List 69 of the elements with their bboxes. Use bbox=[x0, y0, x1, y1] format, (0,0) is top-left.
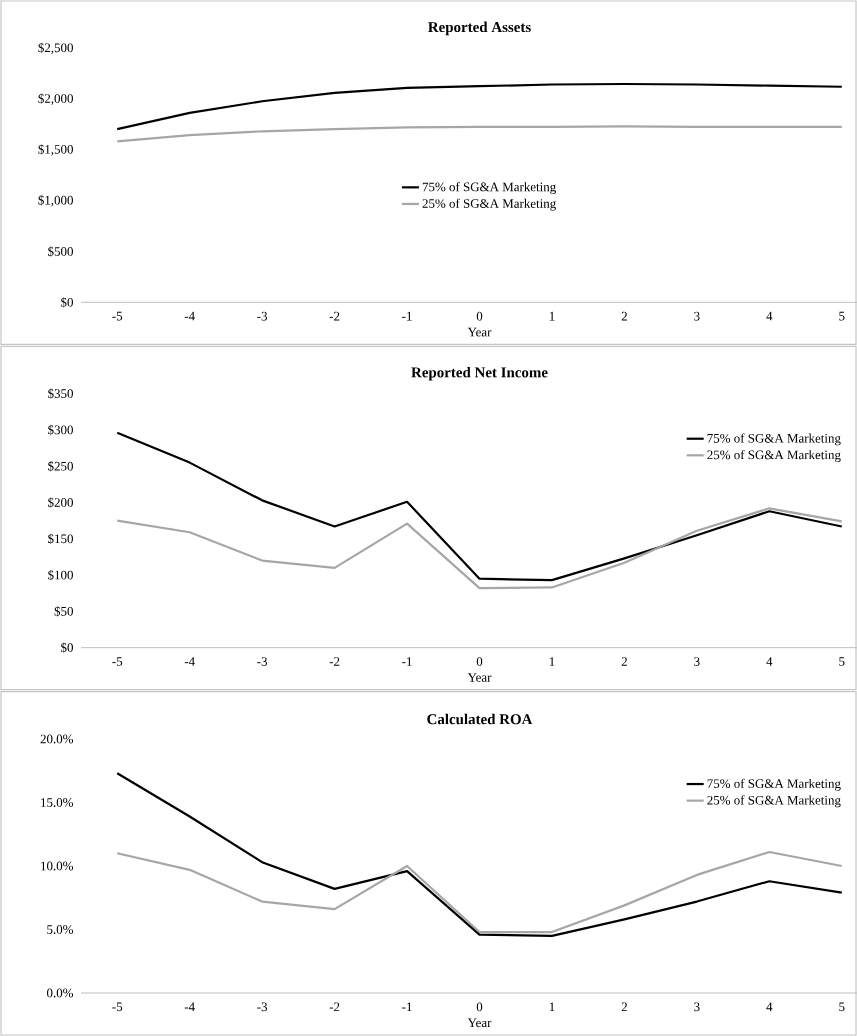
x-tick-label: 2 bbox=[621, 657, 627, 666]
y-tick-label: $1,500 bbox=[38, 144, 73, 156]
x-tick-label: 1 bbox=[549, 311, 555, 321]
x-tick-label: -1 bbox=[402, 311, 412, 321]
x-tick-label: -4 bbox=[184, 1002, 195, 1012]
y-tick-label: $1,000 bbox=[38, 195, 73, 207]
y-tick-label: 0.0% bbox=[47, 988, 74, 998]
x-tick-label: 3 bbox=[694, 1002, 700, 1012]
x-tick-label: 4 bbox=[766, 657, 773, 666]
y-tick-label: $250 bbox=[48, 461, 73, 472]
legend-label: 25% of SG&A Marketing bbox=[707, 450, 841, 462]
x-tick-label: 2 bbox=[621, 311, 627, 321]
x-axis-title: Year bbox=[467, 327, 492, 337]
x-tick-label: -5 bbox=[112, 311, 123, 321]
x-tick-label: -2 bbox=[329, 657, 340, 666]
y-tick-label: 10.0% bbox=[41, 861, 74, 871]
x-tick-label: -2 bbox=[329, 311, 340, 321]
x-tick-label: 5 bbox=[839, 657, 845, 666]
y-tick-label: 15.0% bbox=[41, 798, 74, 807]
y-tick-label: $350 bbox=[48, 388, 73, 399]
y-tick-label: $0 bbox=[61, 642, 73, 653]
x-tick-label: -5 bbox=[112, 1002, 123, 1012]
x-tick-label: 3 bbox=[694, 657, 700, 666]
x-tick-label: 4 bbox=[766, 1002, 773, 1012]
line-series bbox=[116, 772, 843, 937]
legend-label: 75% of SG&A Marketing bbox=[422, 182, 556, 194]
chart-title: Calculated ROA bbox=[427, 713, 533, 725]
y-tick-label: $0 bbox=[61, 297, 73, 308]
y-tick-label: 5.0% bbox=[47, 925, 74, 934]
chart-title: Reported Assets bbox=[428, 21, 531, 36]
y-tick-label: 20.0% bbox=[40, 734, 74, 744]
x-axis-title: Year bbox=[467, 1018, 492, 1028]
y-tick-label: $100 bbox=[48, 569, 73, 581]
x-tick-label: -3 bbox=[257, 311, 268, 321]
y-tick-label: $500 bbox=[48, 246, 73, 257]
x-tick-label: 1 bbox=[549, 1002, 555, 1012]
x-tick-label: -3 bbox=[257, 657, 268, 666]
x-tick-label: -1 bbox=[402, 657, 412, 666]
x-tick-label: 5 bbox=[839, 311, 845, 321]
legend-label: 25% of SG&A Marketing bbox=[707, 795, 841, 808]
x-tick-label: 1 bbox=[549, 657, 555, 666]
line-series bbox=[116, 82, 843, 131]
x-tick-label: 0 bbox=[476, 1002, 483, 1012]
y-tick-label: $2,500 bbox=[38, 42, 73, 55]
x-tick-label: 4 bbox=[766, 311, 773, 321]
chart-title: Reported Net Income bbox=[411, 366, 548, 381]
y-tick-label: $50 bbox=[54, 606, 73, 617]
y-tick-label: $150 bbox=[48, 533, 73, 544]
legend-label: 25% of SG&A Marketing bbox=[422, 198, 556, 211]
x-tick-label: 0 bbox=[476, 657, 483, 666]
line-series bbox=[116, 507, 843, 590]
x-tick-label: -4 bbox=[184, 657, 195, 666]
legend-label: 75% of SG&A Marketing bbox=[707, 433, 841, 446]
y-tick-label: $300 bbox=[48, 424, 73, 436]
line-series bbox=[116, 850, 843, 934]
y-tick-label: $200 bbox=[48, 497, 73, 508]
x-tick-label: 3 bbox=[694, 311, 700, 321]
x-tick-label: 5 bbox=[839, 1002, 845, 1012]
x-axis-title: Year bbox=[467, 673, 492, 682]
x-tick-label: 0 bbox=[476, 311, 483, 321]
legend-label: 75% of SG&A Marketing bbox=[707, 778, 841, 791]
x-tick-label: -4 bbox=[184, 311, 195, 321]
x-tick-label: -3 bbox=[257, 1002, 268, 1012]
x-tick-label: -2 bbox=[329, 1002, 340, 1012]
x-tick-label: 2 bbox=[621, 1002, 627, 1012]
y-tick-label: $2,000 bbox=[38, 93, 73, 105]
x-tick-label: -5 bbox=[112, 657, 123, 666]
x-tick-label: -1 bbox=[402, 1002, 412, 1012]
line-series bbox=[116, 431, 843, 582]
